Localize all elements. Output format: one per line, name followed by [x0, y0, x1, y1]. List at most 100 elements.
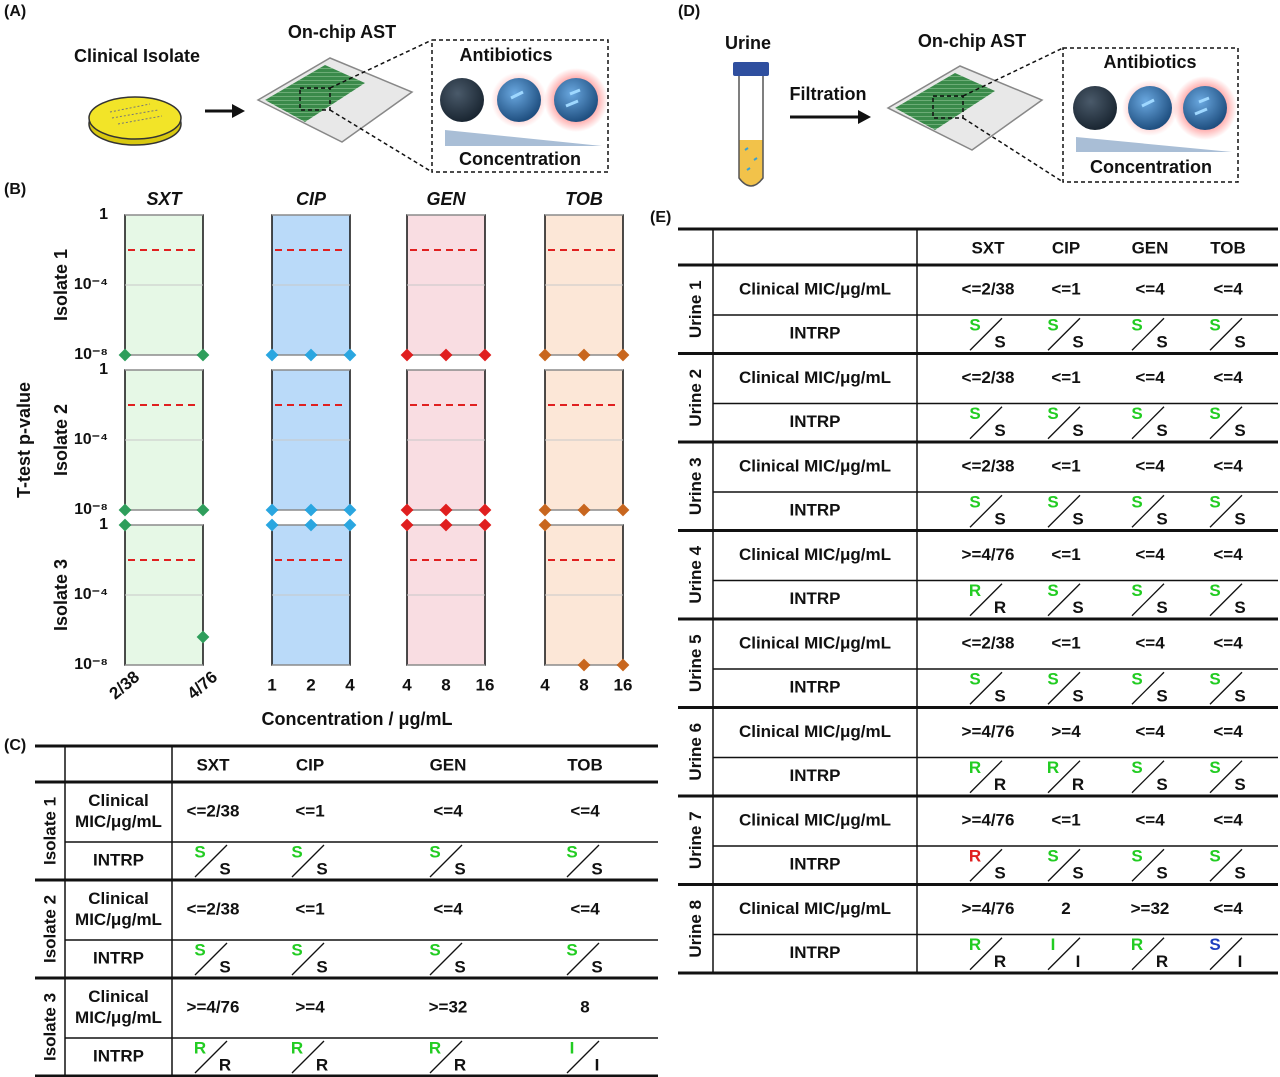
mic-value: <=4: [1213, 456, 1243, 475]
chip-result: S: [291, 940, 302, 959]
point: [196, 348, 210, 362]
mic-value: <=2/38: [962, 368, 1015, 387]
clinical-result: S: [1156, 510, 1167, 529]
mic-value: <=1: [1051, 633, 1080, 652]
slash: [429, 844, 463, 878]
row-label: Clinical MIC/μg/mL: [739, 279, 891, 298]
clinical-result: S: [1234, 333, 1245, 352]
panel-label: (C): [4, 737, 26, 754]
chip-result: S: [1047, 670, 1058, 689]
source-label: Clinical Isolate: [74, 46, 200, 66]
clinical-result: S: [591, 957, 602, 976]
mic-value: >=4/76: [187, 997, 240, 1016]
mic-value: <=4: [1213, 545, 1243, 564]
row-label: Clinical: [88, 987, 148, 1006]
row-label: Clinical MIC/μg/mL: [739, 633, 891, 652]
y-axis-label: T-test p-value: [14, 382, 34, 498]
chip-result: S: [1209, 316, 1220, 335]
clinical-result: S: [1156, 775, 1167, 794]
inset-axis: Concentration: [1090, 157, 1212, 177]
mic-value: <=4: [570, 801, 600, 820]
row-label: INTRP: [790, 589, 841, 608]
y-tick-label: 10⁻⁴: [74, 586, 108, 603]
chip-result: S: [1131, 493, 1142, 512]
row-label: MIC/μg/mL: [75, 1008, 162, 1027]
slash: [194, 942, 228, 976]
slash: [1047, 937, 1081, 971]
clinical-result: S: [1072, 598, 1083, 617]
zoom-box: [932, 95, 964, 119]
mic-value: <=4: [1135, 633, 1165, 652]
point: [343, 348, 357, 362]
petri-dish: [88, 96, 182, 140]
chip-result: S: [1131, 404, 1142, 423]
y-tick-label: 10⁻⁸: [74, 656, 108, 673]
chip-result: S: [566, 842, 577, 861]
point: [118, 348, 132, 362]
zoom-lines: [962, 47, 1064, 183]
chip-result: R: [969, 758, 981, 777]
clinical-result: S: [994, 687, 1005, 706]
slash: [1131, 848, 1165, 882]
slash: [1047, 583, 1081, 617]
chip-result: I: [570, 1038, 575, 1057]
group-label: Urine 4: [686, 545, 705, 603]
point: [478, 348, 492, 362]
clinical-result: S: [1072, 421, 1083, 440]
mic-value: <=1: [1051, 545, 1080, 564]
chip-result: S: [1131, 847, 1142, 866]
clinical-result: S: [1234, 510, 1245, 529]
y-tick-label: 10⁻⁴: [74, 276, 108, 293]
panel-label: (A): [4, 3, 26, 20]
x-tick-label: 2/38: [106, 667, 144, 703]
device-label: On-chip AST: [918, 31, 1026, 51]
cell-high: [1183, 86, 1227, 130]
chip-result: S: [1209, 493, 1220, 512]
clinical-result: S: [1234, 421, 1245, 440]
clinical-result: S: [1234, 687, 1245, 706]
clinical-result: S: [219, 859, 230, 878]
mic-value: >=4: [1051, 722, 1081, 741]
chip-result: S: [194, 940, 205, 959]
row-label: INTRP: [790, 678, 841, 697]
chip-result: S: [566, 940, 577, 959]
mic-value: <=4: [1135, 279, 1165, 298]
chip-result: R: [969, 581, 981, 600]
gradient-wedge: [445, 130, 602, 146]
chip-result: S: [1209, 404, 1220, 423]
arrow-head: [232, 104, 245, 118]
clinical-result: S: [316, 957, 327, 976]
slash: [1131, 760, 1165, 794]
mic-value: <=2/38: [962, 633, 1015, 652]
column-header: SXT: [971, 238, 1005, 257]
slash: [1209, 937, 1243, 971]
clinical-result: S: [994, 421, 1005, 440]
mic-value: <=1: [1051, 279, 1080, 298]
row-label: INTRP: [93, 850, 144, 869]
group-label: Isolate 2: [40, 895, 59, 963]
chip-result: I: [1051, 935, 1056, 954]
mic-value: <=4: [433, 899, 463, 918]
panel-d: (D) Urine Filtration On-chip AST Antibio…: [678, 3, 1239, 187]
point: [304, 348, 318, 362]
mic-value: <=4: [1213, 368, 1243, 387]
slash: [291, 844, 325, 878]
row-label: Isolate 1: [51, 249, 71, 321]
chip-result: S: [1047, 581, 1058, 600]
mic-value: <=2/38: [187, 899, 240, 918]
slash: [291, 942, 325, 976]
mic-value: <=1: [1051, 456, 1080, 475]
chip-result: S: [1131, 758, 1142, 777]
chip-result: S: [1209, 670, 1220, 689]
clinical-result: S: [1156, 687, 1167, 706]
device-label: On-chip AST: [288, 22, 396, 42]
panel-a: (A) Clinical Isolate On-chip AST Antibio…: [4, 3, 609, 173]
clinical-result: S: [1234, 775, 1245, 794]
column-header: CIP: [296, 755, 324, 774]
chip-result: R: [429, 1038, 441, 1057]
group-label: Urine 1: [686, 280, 705, 338]
column-header: SXT: [196, 755, 230, 774]
slash: [1209, 317, 1243, 351]
row-label: Clinical MIC/μg/mL: [739, 722, 891, 741]
